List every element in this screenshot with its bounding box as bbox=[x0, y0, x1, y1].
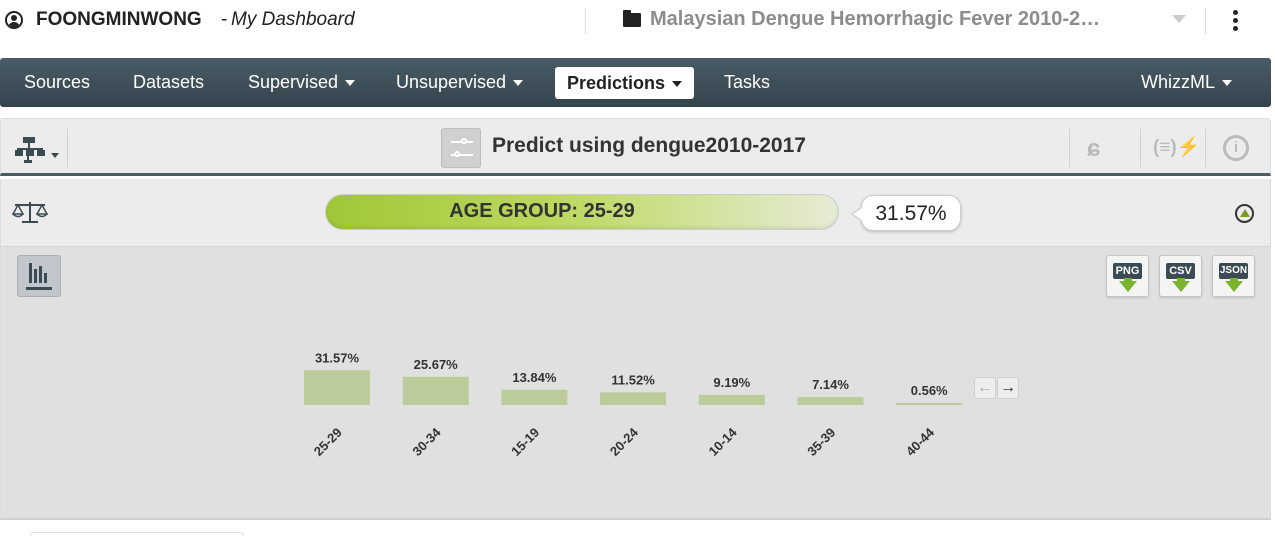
chart-value-label: 11.52% bbox=[611, 372, 655, 387]
batch-prediction-icon[interactable]: (≡)⚡ bbox=[1153, 137, 1201, 158]
download-arrow-icon bbox=[1119, 281, 1137, 292]
top-bar: FOONGMINWONG - My Dashboard Malaysian De… bbox=[0, 0, 1275, 42]
chart-value-label: 25.67% bbox=[414, 357, 459, 372]
chevron-down-icon bbox=[345, 80, 356, 87]
pager-next-button[interactable]: → bbox=[997, 377, 1019, 399]
chevron-down-icon bbox=[513, 80, 524, 87]
download-arrow-icon bbox=[1172, 281, 1190, 292]
json-label: JSON bbox=[1219, 263, 1248, 279]
download-json-button[interactable]: JSON bbox=[1212, 255, 1255, 297]
chart-bar-20-24[interactable] bbox=[600, 392, 667, 405]
chart-bar-35-39[interactable] bbox=[797, 397, 864, 405]
chart-category-label: 35-39 bbox=[804, 425, 838, 459]
main-nav: Sources Datasets Supervised Unsupervised… bbox=[0, 58, 1271, 107]
nav-supervised[interactable]: Supervised bbox=[248, 58, 356, 107]
nav-whizzml-label: WhizzML bbox=[1141, 72, 1216, 92]
bottom-tab bbox=[30, 532, 244, 536]
page-title: Predict using dengue2010-2017 bbox=[492, 134, 806, 157]
nav-predictions[interactable]: Predictions bbox=[555, 67, 695, 99]
nav-sources-label: Sources bbox=[24, 72, 91, 92]
chart-category-label: 25-29 bbox=[311, 425, 345, 459]
divider bbox=[585, 8, 586, 34]
username[interactable]: FOONGMINWONG bbox=[36, 9, 202, 30]
chart-value-label: 31.57% bbox=[315, 350, 360, 365]
chart-bar-25-29[interactable] bbox=[304, 370, 370, 405]
distribution-chart: 31.57% 25-29 25.67% 30-34 13.84% 15-19 11.52% 2… bbox=[304, 350, 963, 459]
project-selector[interactable]: Malaysian Dengue Hemorrhagic Fever 2010-… bbox=[650, 8, 1101, 30]
prediction-result-bar: AGE GROUP: 25-29 bbox=[325, 194, 839, 230]
title-separator: - bbox=[221, 9, 228, 30]
chart-value-label: 7.14% bbox=[812, 377, 849, 392]
confidence-badge: 31.57% bbox=[851, 195, 961, 231]
nav-tasks-label: Tasks bbox=[724, 72, 771, 92]
nav-tasks[interactable]: Tasks bbox=[724, 58, 770, 107]
chart-category-label: 10-14 bbox=[706, 424, 741, 459]
more-options-icon[interactable] bbox=[1230, 8, 1242, 34]
csv-label: CSV bbox=[1166, 263, 1195, 279]
divider bbox=[1140, 129, 1141, 167]
chart-value-label: 13.84% bbox=[512, 370, 557, 385]
collapse-icon[interactable] bbox=[1235, 204, 1254, 223]
divider bbox=[1205, 129, 1206, 167]
chevron-down-icon bbox=[51, 153, 59, 158]
chart-value-label: 0.56% bbox=[911, 383, 948, 398]
png-label: PNG bbox=[1113, 263, 1142, 279]
folder-icon bbox=[623, 10, 641, 27]
chart-category-label: 30-34 bbox=[409, 424, 444, 459]
divider bbox=[1205, 8, 1206, 34]
chart-value-label: 9.19% bbox=[713, 375, 750, 390]
model-tree-icon[interactable] bbox=[15, 135, 63, 163]
download-arrow-icon bbox=[1225, 281, 1243, 292]
info-icon[interactable]: i bbox=[1223, 135, 1249, 161]
download-csv-button[interactable]: CSV bbox=[1159, 255, 1202, 297]
chevron-down-icon bbox=[1222, 80, 1233, 87]
nav-whizzml[interactable]: WhizzML bbox=[1141, 58, 1233, 107]
download-png-button[interactable]: PNG bbox=[1106, 255, 1149, 297]
nav-datasets-label: Datasets bbox=[133, 72, 205, 92]
distribution-chart-panel: PNG CSV JSON 31.57% 25-29 25.67% 30-34 13.84… bbox=[0, 247, 1271, 520]
nav-datasets[interactable]: Datasets bbox=[133, 58, 204, 107]
chevron-down-icon[interactable] bbox=[1172, 15, 1186, 23]
user-icon[interactable] bbox=[5, 11, 23, 29]
chart-bar-30-34[interactable] bbox=[402, 376, 469, 405]
chart-bar-40-44[interactable] bbox=[896, 403, 963, 405]
nav-unsupervised[interactable]: Unsupervised bbox=[396, 58, 524, 107]
nav-supervised-label: Supervised bbox=[248, 72, 339, 92]
chart-bar-15-19[interactable] bbox=[501, 389, 568, 405]
chart-category-label: 20-24 bbox=[607, 424, 642, 459]
dashboard-title[interactable]: My Dashboard bbox=[231, 9, 355, 30]
prediction-label: AGE GROUP: 25-29 bbox=[449, 200, 635, 222]
prediction-result-row: AGE GROUP: 25-29 31.57% bbox=[0, 179, 1271, 247]
scale-icon bbox=[12, 202, 48, 223]
divider bbox=[1069, 129, 1070, 167]
nav-predictions-label: Predictions bbox=[567, 73, 666, 93]
bar-chart-toggle-icon[interactable] bbox=[17, 255, 61, 297]
bottom-strip bbox=[0, 521, 1271, 536]
pager-prev-button[interactable]: ← bbox=[974, 377, 996, 399]
nav-sources[interactable]: Sources bbox=[24, 58, 90, 107]
nav-unsupervised-label: Unsupervised bbox=[396, 72, 507, 92]
chevron-down-icon bbox=[672, 81, 683, 88]
prediction-header: Predict using dengue2010-2017 ɕ (≡)⚡ i bbox=[0, 118, 1271, 176]
retrain-icon[interactable]: ɕ bbox=[1087, 135, 1101, 162]
chart-category-label: 15-19 bbox=[508, 425, 542, 459]
divider bbox=[67, 129, 68, 167]
chart-category-label: 40-44 bbox=[903, 424, 938, 459]
prediction-icon bbox=[441, 128, 481, 168]
chart-bar-10-14[interactable] bbox=[698, 394, 765, 405]
